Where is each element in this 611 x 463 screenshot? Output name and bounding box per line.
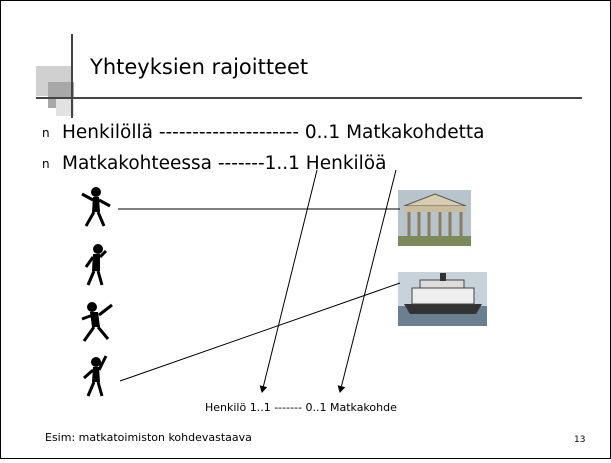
bullet-marker: n (42, 157, 50, 171)
slide-title: Yhteyksien rajoitteet (89, 55, 308, 79)
temple-image (398, 190, 471, 246)
caption: Henkilö 1..1 ------- 0..1 Matkakohde (205, 401, 397, 414)
bullet-text: Matkakohteessa -------1..1 Henkilöä (62, 153, 386, 174)
bullet-text: Henkilöllä --------------------- 0..1 Ma… (62, 122, 484, 143)
page-number: 13 (574, 435, 585, 445)
bullet-marker: n (42, 126, 50, 140)
ship-image (398, 272, 487, 326)
slide: Yhteyksien rajoitteet n Henkilöllä -----… (0, 0, 611, 459)
footer: Esim: matkatoimiston kohdevastaava (45, 431, 252, 444)
page: Yhteyksien rajoitteet n Henkilöllä -----… (0, 0, 611, 463)
